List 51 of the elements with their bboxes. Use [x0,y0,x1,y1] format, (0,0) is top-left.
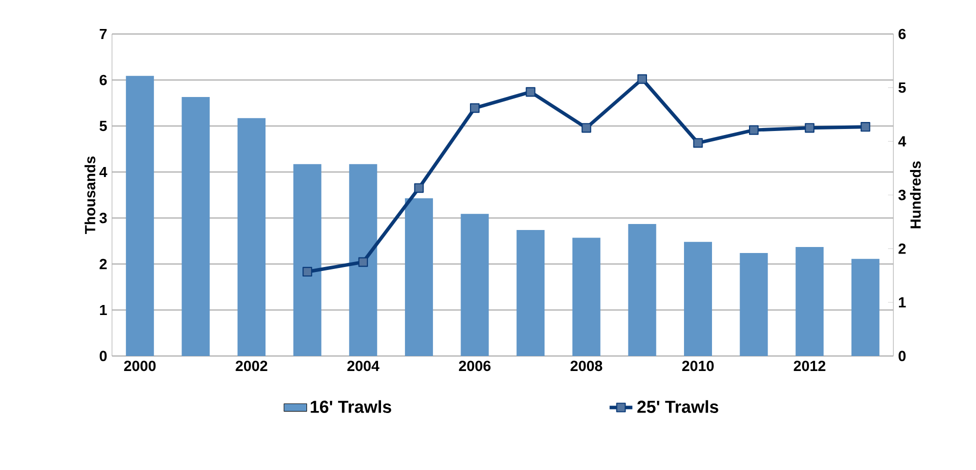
x-tick-label: 2010 [682,360,714,372]
y2-tick-label: 1 [898,297,906,308]
point [302,266,312,277]
bar [796,246,824,356]
bar [293,164,322,356]
y2-tick-label: 6 [898,28,906,40]
point [526,87,536,97]
x-tick-label: 2000 [124,360,156,372]
y-tick-label: 1 [100,304,107,316]
y-tick-label: 5 [100,120,107,132]
bar [516,230,545,356]
y2-tick-label: 5 [898,82,906,93]
point [637,74,647,84]
y-tick-label: 7 [100,28,107,40]
point [693,138,703,148]
point [358,257,368,267]
bar [238,118,266,356]
y-tick-label: 4 [99,166,108,178]
bar [572,238,600,356]
y-tick-label: 3 [99,212,107,224]
bar [684,242,712,356]
bar [182,97,210,356]
y-axis-title: Thousands [84,156,96,234]
bar [628,224,656,356]
y2-tick-label: 4 [898,136,906,146]
x-tick-label: 2004 [347,360,380,372]
x-tick-label: 2008 [570,360,602,372]
legend-label: 25' Trawls [637,400,718,413]
bar [349,164,378,356]
point [804,123,814,133]
y-tick-label: 2 [100,258,107,270]
bar [851,258,880,356]
point [582,123,592,133]
bar [126,76,154,356]
y2-tick-label: 0 [898,350,906,362]
point [749,125,759,135]
y2-tick-label: 2 [898,244,906,254]
bar [740,252,768,356]
y2-axis-title: Hundreds [910,161,921,228]
x-tick-label: 2012 [794,360,826,372]
x-tick-label: 2006 [458,360,491,372]
y-tick-label: 0 [100,350,107,362]
bar [404,198,433,356]
x-tick-label: 2002 [236,360,268,372]
point [470,103,480,113]
bar [460,214,489,356]
point [860,122,870,132]
y2-tick-label: 3 [898,190,906,200]
legend-label: 16' Trawls [310,400,392,413]
point [414,183,424,193]
y-tick-label: 6 [100,74,107,86]
